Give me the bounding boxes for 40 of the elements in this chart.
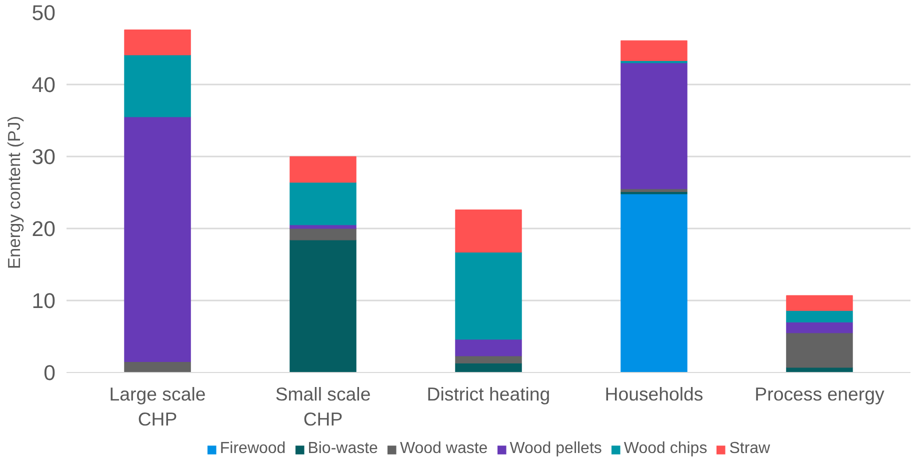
bar — [124, 361, 191, 372]
x-tick-label: District heating — [426, 384, 550, 404]
x-tick-label: Large scale CHP — [109, 384, 206, 430]
y-tick-label: 0 — [44, 361, 56, 385]
bar — [290, 224, 356, 229]
bar — [455, 356, 522, 364]
bar — [786, 332, 853, 368]
bar — [786, 310, 853, 322]
y-axis-title: Energy content (PJ) — [4, 116, 24, 270]
bar — [786, 295, 853, 311]
bar — [290, 182, 356, 226]
bar — [455, 252, 522, 340]
bar — [455, 210, 522, 253]
legend-label: Wood waste — [400, 440, 488, 458]
bar — [455, 362, 522, 372]
bar — [620, 192, 688, 194]
x-tick-label: Small scale CHP — [275, 384, 371, 430]
y-tick-label: 30 — [32, 145, 56, 169]
bar — [455, 339, 522, 356]
bar — [290, 156, 356, 183]
y-tick-label: 20 — [32, 217, 56, 241]
legend-label: Straw — [729, 440, 770, 458]
bar — [124, 30, 191, 56]
bar — [290, 240, 356, 372]
bar — [124, 116, 191, 362]
y-tick-label: 40 — [32, 73, 56, 97]
y-tick-label: 50 — [32, 1, 56, 25]
legend-label: Wood chips — [624, 440, 708, 458]
bar — [124, 54, 191, 118]
bar — [620, 194, 688, 372]
legend-label: Bio-waste — [308, 440, 378, 458]
bar — [620, 40, 688, 61]
y-tick-label: 10 — [32, 289, 56, 313]
legend-label: Wood pellets — [510, 440, 602, 458]
bar — [620, 62, 688, 190]
x-tick-label: Process energy — [754, 384, 885, 404]
legend-label: Firewood — [220, 440, 286, 458]
bar — [290, 228, 356, 240]
x-tick-label: Households — [604, 384, 704, 404]
bar — [786, 322, 853, 334]
